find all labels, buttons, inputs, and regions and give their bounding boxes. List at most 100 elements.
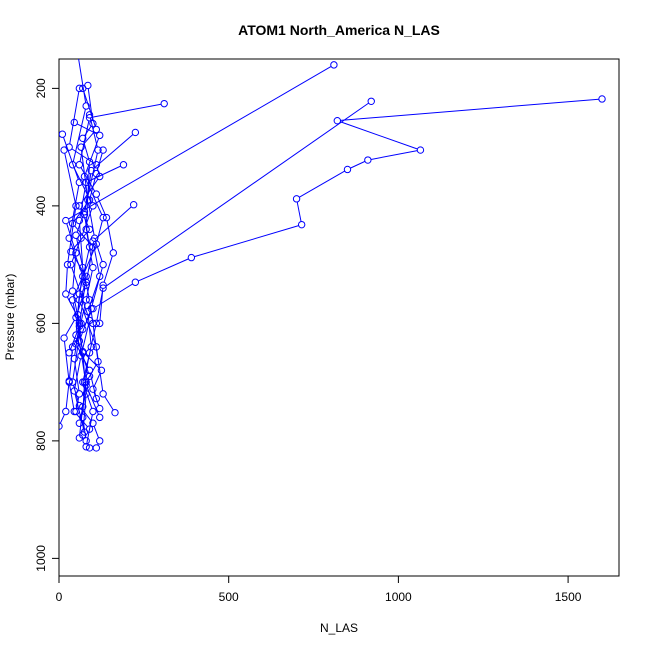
series-segment xyxy=(93,426,100,439)
data-point xyxy=(297,220,306,229)
series-segment xyxy=(86,232,93,265)
data-point xyxy=(99,260,107,269)
series-2 xyxy=(79,97,375,452)
data-point xyxy=(68,161,77,169)
series-segment xyxy=(194,225,299,258)
series-segment xyxy=(84,353,100,369)
data-point xyxy=(94,357,102,366)
data-point xyxy=(82,225,90,234)
series-segment xyxy=(72,302,83,349)
data-point xyxy=(70,118,78,127)
data-point xyxy=(68,287,77,295)
series-segment xyxy=(340,98,599,121)
series-segment xyxy=(69,91,80,145)
series-segment xyxy=(92,326,99,359)
series-segment xyxy=(82,397,87,432)
series-segment xyxy=(96,167,100,174)
series-14 xyxy=(72,111,102,442)
data-point xyxy=(70,354,78,363)
data-point xyxy=(84,196,92,204)
series-segment xyxy=(63,341,70,380)
series-segment xyxy=(138,258,189,282)
series-segment xyxy=(86,387,99,415)
data-point xyxy=(364,156,372,164)
data-point xyxy=(59,130,67,138)
series-segment xyxy=(76,346,89,368)
data-point xyxy=(82,381,90,389)
series-segment xyxy=(88,165,121,182)
series-segment xyxy=(87,203,95,236)
series-segment xyxy=(87,364,97,380)
data-point xyxy=(416,146,425,154)
series-segment xyxy=(92,103,162,118)
series-segment xyxy=(65,384,70,409)
data-point xyxy=(77,234,85,242)
series-segment xyxy=(99,288,104,321)
data-point xyxy=(343,165,352,174)
series-segment xyxy=(81,208,93,236)
y-tick-label: 200 xyxy=(34,78,48,98)
data-point xyxy=(65,234,73,242)
data-point xyxy=(85,316,94,325)
data-point xyxy=(85,296,94,304)
data-point xyxy=(75,84,84,93)
data-point xyxy=(75,434,84,442)
data-point xyxy=(102,213,111,222)
data-point xyxy=(75,401,84,410)
series-segment xyxy=(340,121,418,150)
series-segment xyxy=(67,208,77,262)
data-point xyxy=(60,334,68,342)
series-segment xyxy=(71,240,81,262)
x-tick-label: 1500 xyxy=(555,590,582,604)
data-point xyxy=(89,263,97,272)
data-point xyxy=(65,349,73,357)
series-segment xyxy=(103,255,113,283)
series-segment xyxy=(104,396,114,411)
data-point xyxy=(92,125,101,134)
x-tick-label: 500 xyxy=(219,590,239,604)
data-point xyxy=(62,216,70,225)
data-point xyxy=(99,146,107,154)
data-point xyxy=(82,443,90,451)
series-segment xyxy=(93,134,134,169)
series-segment xyxy=(79,250,90,291)
series-segment xyxy=(72,256,77,288)
series-segment xyxy=(96,291,104,321)
data-point xyxy=(62,407,70,416)
series-segment xyxy=(80,150,88,197)
data-point xyxy=(99,213,107,222)
series-16 xyxy=(67,59,97,436)
data-point xyxy=(109,249,118,257)
data-point xyxy=(94,146,102,154)
data-point xyxy=(99,284,107,292)
data-point xyxy=(97,366,106,375)
series-segment xyxy=(73,167,92,204)
data-point xyxy=(330,61,338,69)
series-segment xyxy=(105,102,369,287)
data-point xyxy=(60,146,68,154)
data-point xyxy=(85,372,94,380)
data-point xyxy=(77,319,85,328)
series-segment xyxy=(69,329,79,350)
series-segment xyxy=(74,393,85,430)
data-point xyxy=(65,378,73,386)
series-segment xyxy=(73,279,82,298)
data-point xyxy=(75,161,84,169)
series-segment xyxy=(80,208,89,227)
data-point xyxy=(82,102,90,110)
x-tick-label: 0 xyxy=(56,590,63,604)
series-segment xyxy=(59,414,65,424)
data-point xyxy=(367,97,375,106)
data-point xyxy=(96,413,104,422)
data-point xyxy=(67,260,75,269)
series-segment xyxy=(97,196,106,215)
series-segment xyxy=(74,358,81,388)
x-axis-label: N_LAS xyxy=(320,621,358,635)
series-segment xyxy=(69,185,80,236)
series-layer xyxy=(59,59,606,452)
data-point xyxy=(333,116,342,125)
series-segment xyxy=(83,246,96,274)
series-segment xyxy=(69,385,75,409)
series-segment xyxy=(85,179,103,215)
